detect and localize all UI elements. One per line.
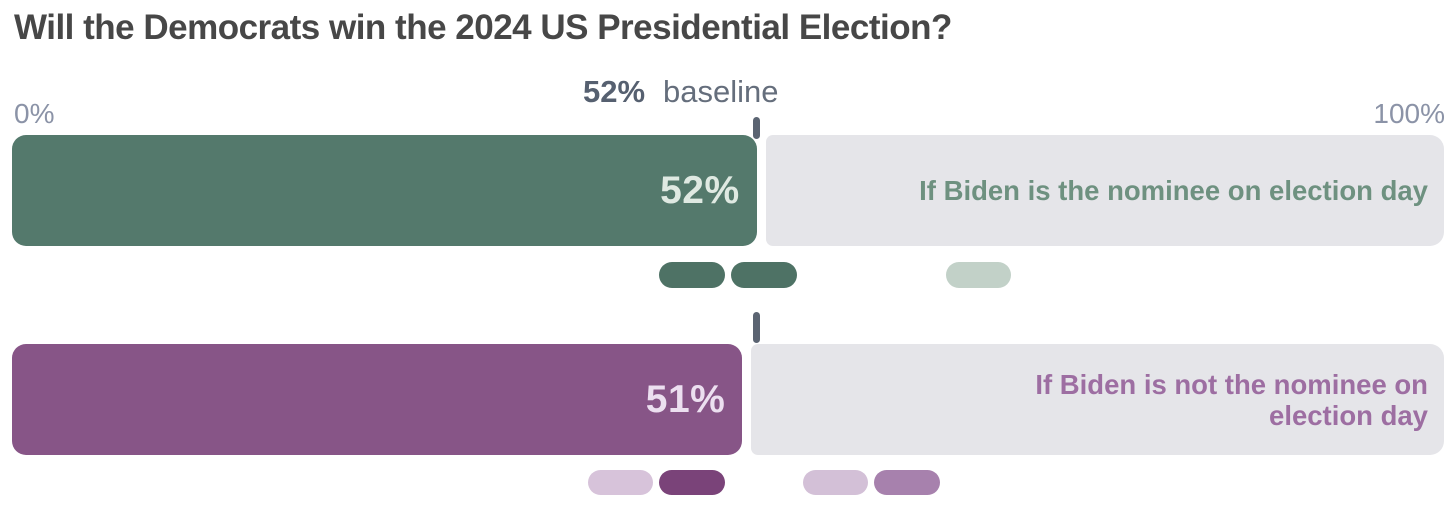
probability-bar-fill: 52% — [12, 135, 757, 246]
forecast-range-pill — [587, 470, 654, 495]
bar-value-label: 51% — [645, 377, 726, 421]
page-title: Will the Democrats win the 2024 US Presi… — [14, 8, 952, 47]
baseline-label: baseline — [663, 74, 779, 109]
probability-bar-fill: 51% — [12, 344, 743, 455]
bar-row-biden-not-nominee: 51% If Biden is not the nominee on elect… — [0, 344, 1456, 455]
bar-condition-label: If Biden is the nominee on election day — [919, 175, 1428, 206]
forecast-range-pill — [659, 262, 725, 288]
forecast-markers-row — [0, 262, 1456, 288]
forecast-markers-row — [0, 470, 1456, 495]
baseline-tick — [753, 117, 761, 139]
axis-max-label: 100% — [1373, 98, 1445, 129]
baseline-tick — [753, 312, 761, 343]
forecast-range-pill — [945, 262, 1012, 288]
forecast-range-pill — [874, 470, 940, 495]
bar-row-biden-nominee: 52% If Biden is the nominee on election … — [0, 135, 1456, 246]
forecast-range-pill — [659, 470, 725, 495]
axis-min-label: 0% — [14, 98, 55, 129]
baseline-value: 52% — [583, 74, 646, 109]
forecast-range-pill — [731, 262, 797, 288]
forecast-range-pill — [802, 470, 869, 495]
probability-bar-track: If Biden is the nominee on election day — [765, 135, 1444, 246]
baseline-header: 52% baseline — [583, 74, 779, 110]
bar-value-label: 52% — [660, 168, 740, 212]
probability-bar-track: If Biden is not the nominee on election … — [751, 344, 1444, 455]
bar-condition-label: If Biden is not the nominee on election … — [1035, 368, 1428, 431]
